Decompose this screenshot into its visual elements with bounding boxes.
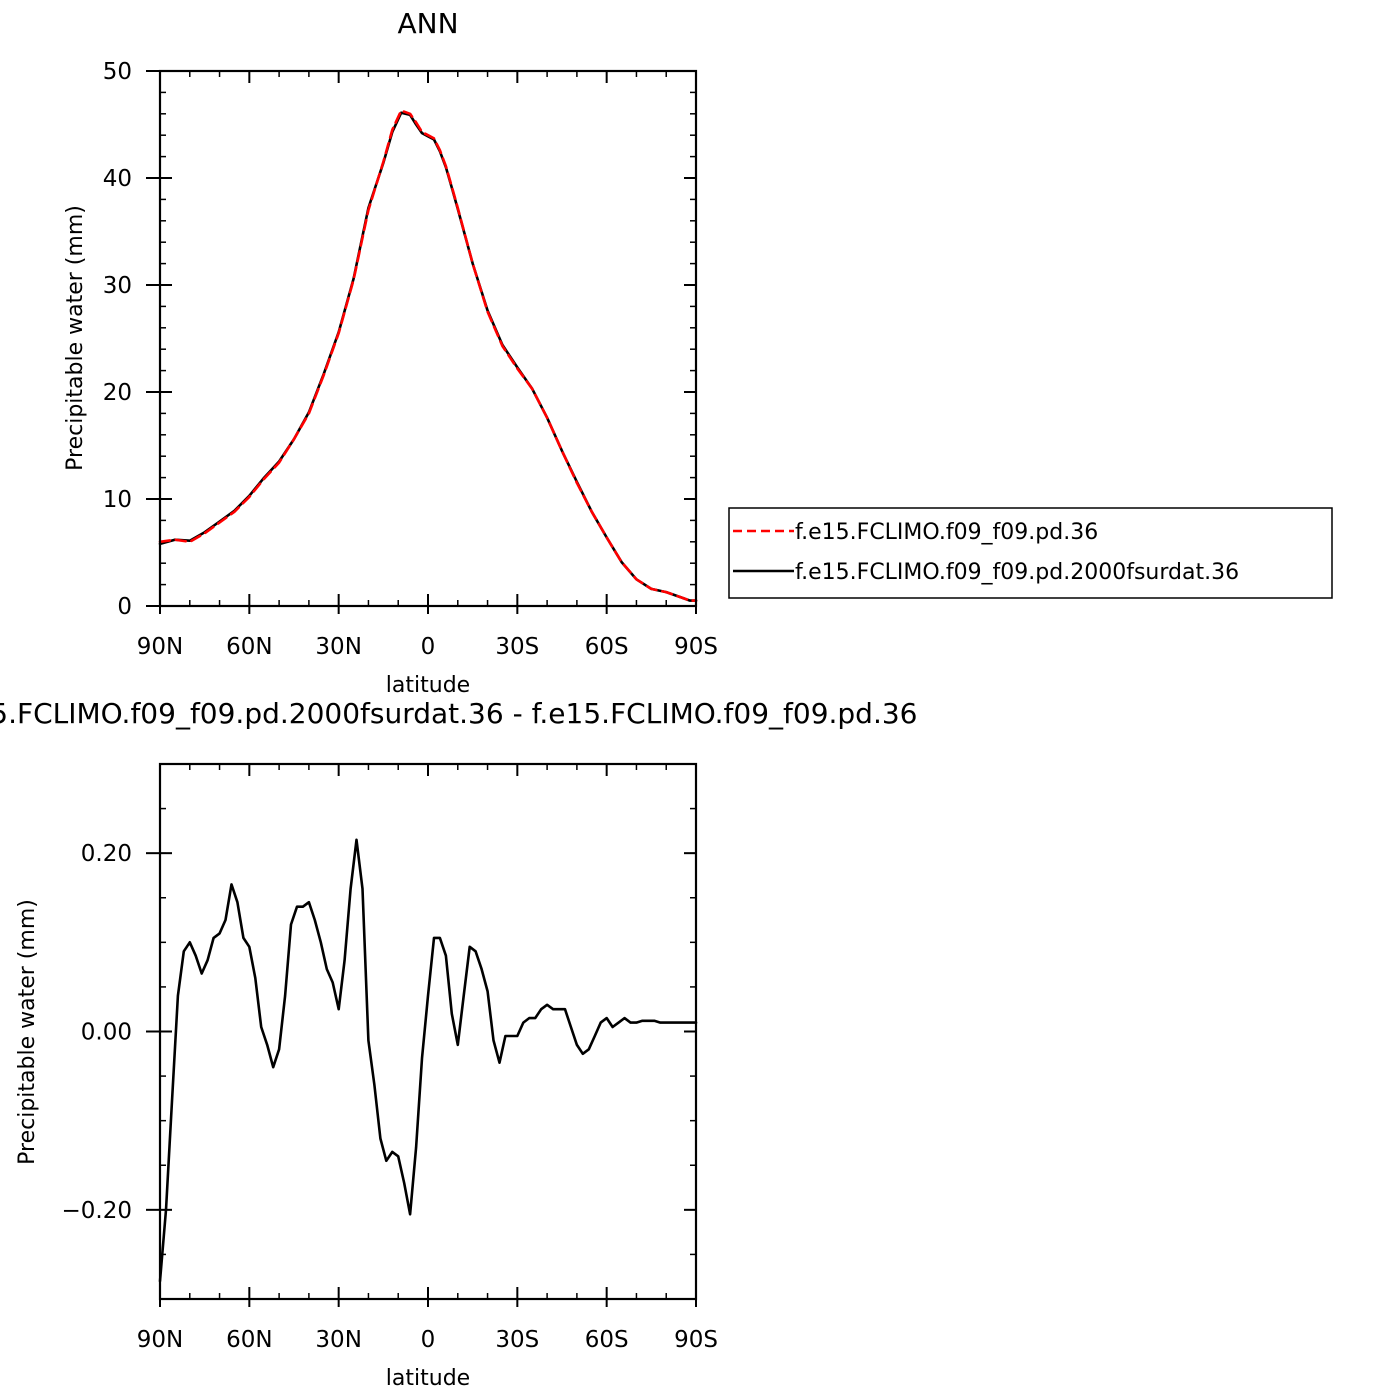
top-series-line-2 [158,111,698,602]
bottom-x-tick-label: 90N [137,1327,183,1353]
bottom-x-tick-label: 60N [226,1327,272,1353]
bottom-y-tick-label: −0.20 [62,1198,132,1224]
top-x-tick-label: 30N [315,634,361,660]
bottom-y-axis-label: Precipitable water (mm) [15,899,40,1165]
legend-entry-2: f.e15.FCLIMO.f09_f09.pd.2000fsurdat.36 [795,560,1239,585]
top-x-tick-label: 0 [421,634,436,660]
bottom-series [158,838,698,1283]
top-chart: ANN 90N 60N 30N 0 30S 60S 90S 0 10 20 30 40 50 latit… [63,7,718,698]
top-y-tick-label: 30 [103,273,132,299]
top-plot-frame [158,69,698,608]
top-x-axis-label: latitude [386,673,470,698]
top-series-line-1 [158,109,698,602]
legend-frame [728,507,1333,599]
top-chart-title: ANN [397,7,458,40]
bottom-x-tick-label: 60S [585,1327,629,1353]
bottom-ticks [146,763,697,1307]
top-x-tick-label: 30S [495,634,539,660]
bottom-y-tick-label: 0.00 [81,1020,132,1046]
top-y-tick-label: 10 [103,487,132,513]
top-y-tick-label: 20 [103,380,132,406]
legend: f.e15.FCLIMO.f09_f09.pd.36 f.e15.FCLIMO.… [728,507,1333,599]
bottom-x-tick-label: 30N [315,1327,361,1353]
bottom-x-axis-label: latitude [386,1366,470,1391]
top-y-axis-label: Precipitable water (mm) [63,205,88,471]
bottom-chart: f.e15.FCLIMO.f09_f09.pd.2000fsurdat.36 -… [0,697,918,1391]
bottom-plot-frame [158,762,698,1301]
top-series [158,109,698,602]
bottom-y-tick-label: 0.20 [81,841,132,867]
top-y-tick-label: 0 [117,594,132,620]
bottom-tick-labels: 90N 60N 30N 0 30S 60S 90S 0.20 0.00 −0.20 [62,841,718,1353]
bottom-chart-title: f.e15.FCLIMO.f09_f09.pd.2000fsurdat.36 -… [0,697,918,730]
top-x-tick-label: 60S [585,634,629,660]
top-tick-labels: 90N 60N 30N 0 30S 60S 90S 0 10 20 30 40 50 [103,59,718,660]
top-y-tick-label: 40 [103,166,132,192]
bottom-x-tick-label: 0 [421,1327,436,1353]
top-x-tick-label: 60N [226,634,272,660]
top-x-tick-label: 90N [137,634,183,660]
bottom-x-tick-label: 90S [674,1327,718,1353]
top-y-tick-label: 50 [103,59,132,85]
top-ticks [146,70,697,614]
top-x-tick-label: 90S [674,634,718,660]
bottom-x-tick-label: 30S [495,1327,539,1353]
legend-entry-1: f.e15.FCLIMO.f09_f09.pd.36 [795,520,1098,545]
bottom-series-line-1 [158,838,698,1283]
